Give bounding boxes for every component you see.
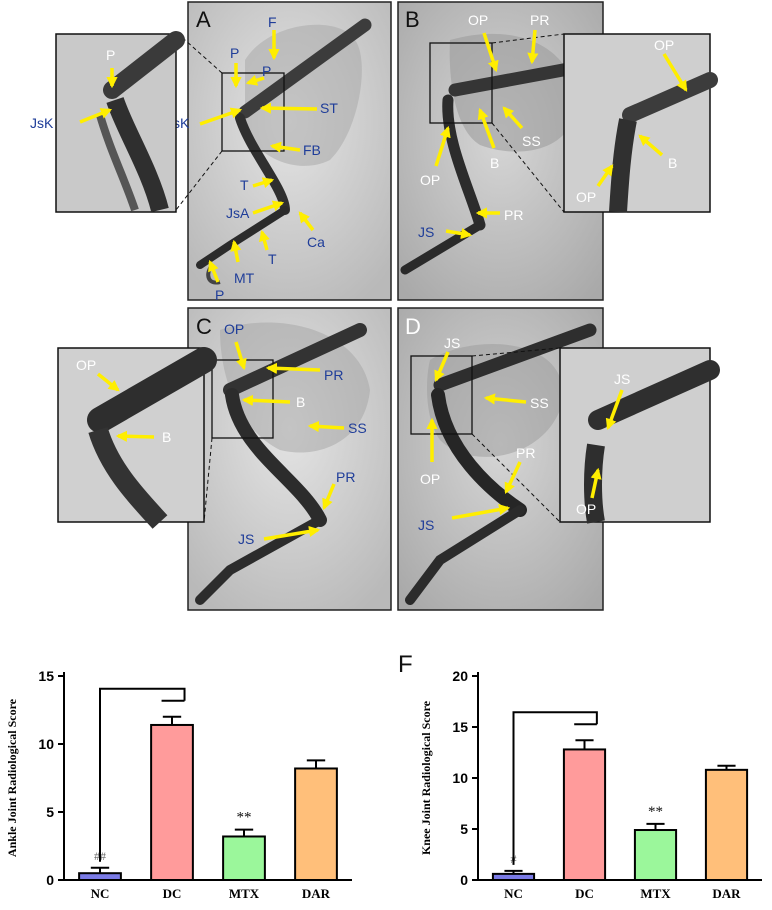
x-tick-label: NC	[91, 886, 110, 901]
y-tick-label: 5	[460, 821, 468, 837]
x-tick-label: MTX	[640, 886, 671, 901]
panel-letter: C	[196, 314, 212, 339]
y-tick-label: 0	[460, 872, 468, 888]
panel-letter: D	[405, 314, 421, 339]
inset-label-b: B	[162, 429, 171, 445]
y-tick-label: 5	[46, 804, 54, 820]
label-b: B	[296, 394, 305, 410]
bar-mtx	[223, 836, 265, 880]
label-pr: PR	[530, 12, 549, 28]
xray-panel-a: A P F P JsK ST FB T JsA Ca T MT	[30, 2, 391, 303]
label-js: JS	[418, 224, 434, 240]
y-axis-label: Knee Joint Radiological Score	[419, 700, 433, 855]
x-tick-label: DAR	[302, 886, 331, 901]
bar-dc	[151, 725, 193, 880]
xray-panel-d: D JS SS OP PR JS JS OP	[398, 308, 710, 610]
label-b: B	[490, 155, 499, 171]
label-jsa: JsA	[226, 205, 250, 221]
x-tick-label: MTX	[229, 886, 260, 901]
inset-label-op: OP	[576, 501, 596, 517]
inset-label-op: OP	[654, 37, 674, 53]
bar-dar	[295, 768, 337, 880]
label-fb: FB	[303, 142, 321, 158]
x-tick-label: DC	[575, 886, 594, 901]
y-tick-label: 10	[38, 736, 54, 752]
label-pr: PR	[516, 445, 535, 461]
inset-label-p: P	[106, 47, 115, 63]
bar-mtx	[635, 830, 676, 880]
label-mt: MT	[234, 270, 255, 286]
x-tick-label: DC	[163, 886, 182, 901]
label-st: ST	[320, 100, 338, 116]
inset-c: OP B	[58, 348, 204, 522]
y-tick-label: 0	[46, 872, 54, 888]
xray-panel-b: B OP PR SS B OP PR JS OP B OP	[398, 2, 710, 300]
label-p: P	[230, 45, 239, 61]
y-tick-label: 15	[452, 719, 468, 735]
label-ss: SS	[348, 420, 367, 436]
label-op: OP	[420, 172, 440, 188]
label-ss: SS	[530, 395, 549, 411]
label-ss: SS	[522, 133, 541, 149]
y-axis-label: Ankle Joint Radiological Score	[5, 698, 19, 857]
label-f: F	[268, 14, 277, 30]
bar-dar	[706, 770, 747, 880]
inset-a: P JsK	[30, 34, 176, 212]
y-tick-label: 10	[452, 770, 468, 786]
inset-label-js: JS	[614, 371, 630, 387]
inset-label-op: OP	[576, 189, 596, 205]
panel-letter: F	[398, 651, 413, 678]
label-t: T	[268, 251, 277, 267]
chart-knee-score: F Knee Joint Radiological Score 0 5 10 15 20 NC…	[398, 651, 762, 901]
label-ca: Ca	[307, 234, 325, 250]
y-tick-label: 15	[38, 668, 54, 684]
label-p: P	[215, 287, 224, 303]
label-js: JS	[238, 531, 254, 547]
panel-letter: B	[405, 7, 420, 32]
label-t: T	[240, 177, 249, 193]
label-pr: PR	[504, 207, 523, 223]
xray-panel-c: C OP PR B SS PR JS OP B	[58, 308, 391, 610]
label-op: OP	[420, 471, 440, 487]
inset-label-b: B	[668, 155, 677, 171]
panel-letter: A	[196, 7, 211, 32]
significance-mark: **	[648, 804, 663, 820]
label-op: OP	[224, 321, 244, 337]
bar-dc	[564, 749, 605, 880]
label-js: JS	[444, 335, 460, 351]
x-tick-label: DAR	[712, 886, 741, 901]
label-pr: PR	[324, 367, 343, 383]
label-pr: PR	[336, 469, 355, 485]
bar-nc	[79, 873, 121, 880]
inset-label-op: OP	[76, 357, 96, 373]
y-tick-label: 20	[452, 668, 468, 684]
significance-mark: **	[237, 810, 252, 826]
chart-ankle-score: EAnkle Joint Radiological Score051015NC#…	[0, 651, 352, 901]
inset-b: OP B OP	[564, 34, 710, 212]
label-js: JS	[418, 517, 434, 533]
inset-label-jsk: JsK	[30, 115, 54, 131]
label-op: OP	[468, 12, 488, 28]
x-tick-label: NC	[504, 886, 523, 901]
inset-d: JS OP	[560, 348, 710, 522]
bar-nc	[493, 874, 534, 880]
label-p: P	[262, 63, 271, 79]
